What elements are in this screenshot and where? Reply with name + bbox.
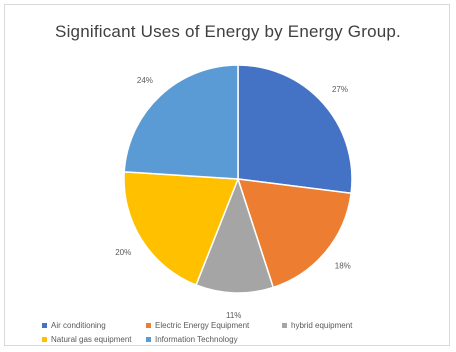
data-label: 11% bbox=[226, 311, 241, 320]
legend: Air conditioning Electric Energy Equipme… bbox=[42, 318, 442, 346]
pie-slice-air-conditioning bbox=[237, 64, 353, 195]
chart-title: Significant Uses of Energy by Energy Gro… bbox=[55, 22, 401, 41]
legend-label: Information Technology bbox=[155, 334, 238, 344]
pie-slice-hybrid-equipment bbox=[195, 176, 275, 294]
legend-swatch bbox=[146, 336, 151, 342]
legend-item-air-conditioning: Air conditioning bbox=[42, 321, 146, 330]
legend-label: hybrid equipment bbox=[291, 320, 353, 330]
legend-item-information-technology: Information Technology bbox=[146, 335, 238, 344]
data-label: 20% bbox=[115, 248, 131, 257]
data-label: 27% bbox=[332, 85, 348, 94]
pie-slice-information-technology bbox=[123, 64, 239, 180]
legend-swatch bbox=[42, 336, 47, 342]
legend-label: Natural gas equipment bbox=[51, 334, 132, 344]
legend-item-natural-gas-equipment: Natural gas equipment bbox=[42, 335, 146, 344]
data-label: 24% bbox=[137, 76, 153, 85]
legend-item-electric-energy-equipment: Electric Energy Equipment bbox=[146, 321, 282, 330]
legend-swatch bbox=[282, 322, 287, 328]
data-label: 18% bbox=[335, 262, 351, 271]
pie-slice-electric-energy-equipment bbox=[236, 178, 352, 289]
pie-slice-natural-gas-equipment bbox=[123, 171, 240, 286]
legend-row-2: Natural gas equipment Information Techno… bbox=[42, 332, 442, 346]
legend-row-1: Air conditioning Electric Energy Equipme… bbox=[42, 318, 442, 332]
legend-label: Air conditioning bbox=[51, 320, 106, 330]
legend-swatch bbox=[146, 322, 151, 328]
legend-swatch bbox=[42, 322, 47, 328]
legend-label: Electric Energy Equipment bbox=[155, 320, 250, 330]
legend-item-hybrid-equipment: hybrid equipment bbox=[282, 321, 352, 330]
